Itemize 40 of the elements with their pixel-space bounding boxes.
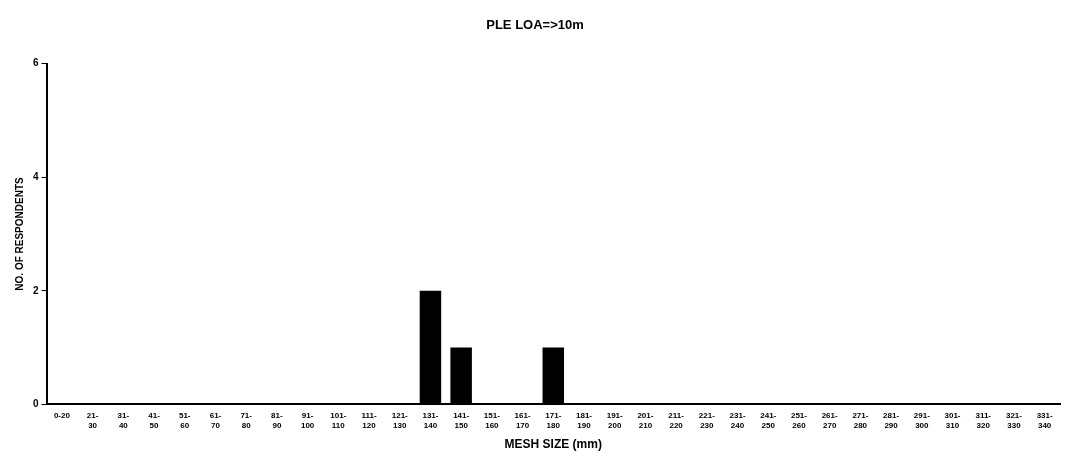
x-tick-label: 91-100: [300, 411, 315, 430]
x-axis-title: MESH SIZE (mm): [504, 437, 602, 452]
chart-title: PLE LOA=>10m: [486, 17, 584, 33]
x-tick-label: 31-40: [117, 411, 130, 430]
x-tick-label: 71-80: [240, 411, 253, 430]
x-tick-label: 251-260: [790, 411, 808, 430]
x-tick-label: 121-130: [391, 411, 409, 430]
x-tick-label: 321-330: [1005, 411, 1023, 430]
x-tick-label: 301-310: [944, 411, 961, 430]
x-tick-label: 111-120: [361, 411, 377, 430]
x-tick-label: 211-220: [668, 411, 685, 430]
x-tick-label: 281-290: [883, 411, 900, 430]
x-tick-label: 291-300: [913, 411, 931, 430]
x-tick-label: 221-230: [698, 411, 716, 430]
x-tick-label: 191-200: [606, 411, 624, 430]
x-tick-label: 231-240: [729, 411, 746, 430]
x-tick-label: 0-20: [53, 411, 71, 421]
x-tick-label: 271-280: [852, 411, 869, 430]
x-tick-label: 201-210: [637, 411, 654, 430]
x-tick-label: 41-50: [148, 411, 161, 430]
x-tick-label: 261-270: [821, 411, 839, 430]
y-tick-label: 6: [33, 57, 39, 69]
x-tick-label: 51-60: [178, 411, 191, 430]
x-tick-label: 141-150: [453, 411, 470, 430]
x-tick-label: 81-90: [271, 411, 284, 430]
x-tick-label: 61-70: [209, 411, 222, 430]
x-tick-label: 241-250: [760, 411, 777, 430]
x-tick-label: 171-180: [545, 411, 562, 430]
y-tick-label: 2: [33, 284, 39, 296]
x-tick-label: 151-160: [483, 411, 501, 430]
x-tick-label: 161-170: [514, 411, 531, 430]
x-tick-label: 101-110: [330, 411, 347, 430]
x-tick-label: 21-30: [86, 411, 99, 430]
x-tick-label: 311-320: [975, 411, 992, 430]
x-tick-label: 131-140: [422, 411, 439, 430]
y-tick-label: 4: [33, 170, 39, 182]
y-tick-label: 0: [33, 398, 39, 410]
x-tick-label: 331-340: [1036, 411, 1053, 430]
x-tick-label: 181-190: [575, 411, 593, 430]
y-axis-title: NO. OF RESPONDENTS: [13, 177, 25, 291]
